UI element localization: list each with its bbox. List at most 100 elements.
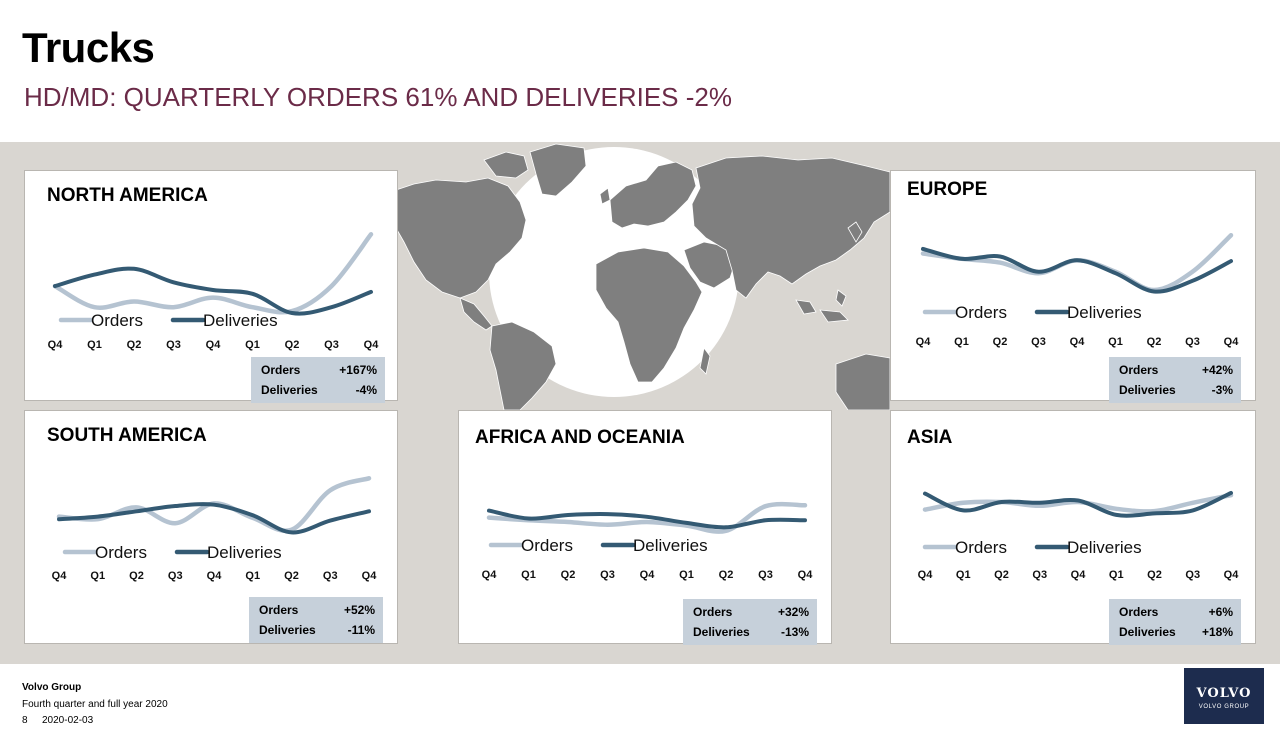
stat-value-deliveries: -3% (1211, 383, 1233, 397)
x-tick-label: Q3 (166, 339, 181, 351)
x-tick-label: Q1 (1108, 336, 1123, 348)
legend-label-orders: Orders (955, 303, 1007, 322)
x-tick-label: Q4 (918, 569, 934, 581)
panel-north-america: NORTH AMERICA Orders Deliveries Q4 Q1 Q2 Q3 Q4… (24, 170, 398, 403)
series-line-deliveries (487, 508, 807, 530)
x-tick-label: Q4 (798, 569, 814, 581)
stat-value-orders: +32% (777, 605, 809, 619)
stats-box: Orders +32% Deliveries -13% (683, 599, 817, 645)
chart-africa-oceania: Orders Deliveries Q4 Q1 Q2 Q3 Q4 Q1 Q2 Q3 Q4 (482, 501, 814, 581)
x-tick-label: Q3 (758, 569, 773, 581)
x-tick-label: Q1 (245, 339, 260, 351)
stat-label-orders: Orders (259, 603, 299, 617)
stat-label-orders: Orders (693, 605, 733, 619)
x-tick-label: Q1 (954, 336, 969, 348)
stat-label-deliveries: Deliveries (261, 383, 318, 397)
stat-value-deliveries: -11% (347, 623, 375, 637)
x-tick-label: Q4 (482, 569, 498, 581)
legend-label-deliveries: Deliveries (1067, 303, 1142, 322)
x-tick-label: Q3 (1185, 336, 1200, 348)
chart-asia: Orders Deliveries Q4 Q1 Q2 Q3 Q4 Q1 Q2 Q3 Q4 (918, 490, 1240, 581)
footer-date: 2020-02-03 (42, 715, 94, 726)
x-tick-label: Q3 (1185, 569, 1200, 581)
panel-europe: EUROPE Orders Deliveries Q4 Q1 Q2 Q3 Q4 Q1 Q2 Q3 Q… (890, 170, 1256, 403)
panel-title: SOUTH AMERICA (47, 425, 207, 446)
x-tick-label: Q2 (994, 569, 1009, 581)
series-line-orders (52, 232, 374, 315)
series-line-deliveries (923, 490, 1233, 518)
x-tick-label: Q1 (87, 339, 102, 351)
x-tick-label: Q1 (956, 569, 971, 581)
x-tick-label: Q1 (679, 569, 694, 581)
stat-value-orders: +6% (1208, 605, 1233, 619)
x-tick-label: Q1 (245, 570, 260, 582)
x-tick-label: Q2 (285, 339, 300, 351)
x-tick-label: Q4 (48, 339, 64, 351)
x-tick-label: Q1 (90, 570, 105, 582)
stat-label-deliveries: Deliveries (1119, 383, 1176, 397)
stat-label-orders: Orders (1119, 363, 1159, 377)
series-line-deliveries (53, 266, 373, 316)
footer-company: Volvo Group (22, 682, 82, 693)
legend-label-orders: Orders (955, 538, 1007, 557)
logo-subtitle: VOLVO GROUP (1198, 704, 1250, 710)
x-tick-label: Q2 (284, 570, 299, 582)
legend-label-deliveries: Deliveries (207, 543, 282, 562)
x-tick-label: Q3 (1032, 569, 1047, 581)
stat-label-deliveries: Deliveries (1119, 625, 1176, 639)
stat-label-deliveries: Deliveries (259, 623, 316, 637)
stats-box: Orders +6% Deliveries +18% (1109, 599, 1241, 645)
volvo-group-logo: VOLVO VOLVO GROUP (1184, 668, 1264, 724)
x-tick-label: Q4 (362, 570, 378, 582)
chart-north-america: Orders Deliveries Q4 Q1 Q2 Q3 Q4 Q1 Q2 Q3 Q4 (48, 232, 379, 351)
x-tick-label: Q2 (561, 569, 576, 581)
x-tick-label: Q4 (1070, 336, 1086, 348)
legend-label-deliveries: Deliveries (633, 536, 708, 555)
stats-box: Orders +167% Deliveries -4% (251, 357, 385, 403)
x-tick-label: Q4 (1071, 569, 1087, 581)
stat-label-orders: Orders (1119, 605, 1159, 619)
stat-label-orders: Orders (261, 363, 301, 377)
stats-box: Orders +52% Deliveries -11% (249, 597, 383, 643)
series-line-orders (920, 232, 1234, 293)
series-line-orders (486, 501, 808, 534)
x-tick-label: Q4 (1224, 336, 1240, 348)
chart-europe: Orders Deliveries Q4 Q1 Q2 Q3 Q4 Q1 Q2 Q3 Q4 (916, 232, 1240, 348)
stat-value-deliveries: -4% (355, 383, 377, 397)
x-tick-label: Q4 (640, 569, 656, 581)
x-tick-label: Q3 (168, 570, 183, 582)
panel-title: AFRICA AND OCEANIA (475, 427, 685, 448)
legend-label-orders: Orders (521, 536, 573, 555)
legend-label-orders: Orders (95, 543, 147, 562)
x-tick-label: Q3 (1031, 336, 1046, 348)
x-tick-label: Q3 (324, 339, 339, 351)
logo-wordmark: VOLVO (1196, 686, 1252, 701)
stat-value-orders: +52% (343, 603, 375, 617)
panel-asia: ASIA Orders Deliveries Q4 Q1 Q2 Q3 Q4 Q1 Q2 Q3 Q4 … (890, 410, 1256, 645)
x-tick-label: Q2 (1147, 569, 1162, 581)
page-subtitle: HD/MD: QUARTERLY ORDERS 61% AND DELIVERI… (24, 82, 732, 112)
series-line-deliveries (57, 502, 371, 535)
x-tick-label: Q4 (916, 336, 932, 348)
footer-page-number: 8 (22, 715, 28, 726)
panel-south-america: SOUTH AMERICA Orders Deliveries Q4 Q1 Q2 Q3 Q4… (24, 410, 398, 644)
world-map-icon (396, 143, 890, 410)
x-tick-label: Q4 (207, 570, 223, 582)
panel-title: NORTH AMERICA (47, 185, 208, 206)
stat-value-deliveries: -13% (780, 625, 809, 639)
x-tick-label: Q2 (129, 570, 144, 582)
stat-value-orders: +42% (1201, 363, 1233, 377)
x-tick-label: Q2 (719, 569, 734, 581)
legend-label-orders: Orders (91, 311, 143, 330)
stat-value-orders: +167% (339, 363, 377, 377)
panel-title: EUROPE (907, 179, 988, 200)
x-tick-label: Q4 (1224, 569, 1240, 581)
x-tick-label: Q2 (127, 339, 142, 351)
x-tick-label: Q3 (323, 570, 338, 582)
legend-label-deliveries: Deliveries (203, 311, 278, 330)
x-tick-label: Q1 (521, 569, 536, 581)
x-tick-label: Q3 (600, 569, 615, 581)
stats-box: Orders +42% Deliveries -3% (1109, 357, 1241, 403)
footer-report-title: Fourth quarter and full year 2020 (22, 699, 168, 710)
panel-title: ASIA (907, 427, 953, 448)
